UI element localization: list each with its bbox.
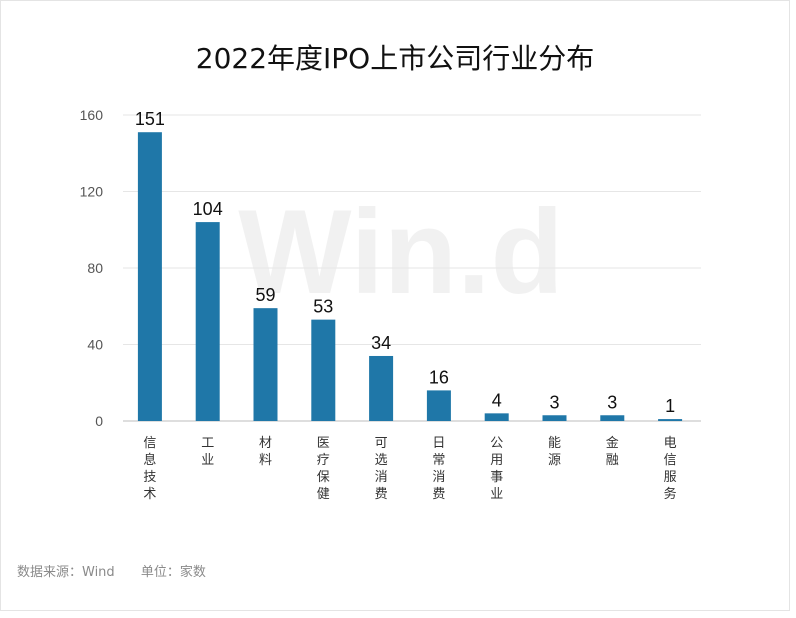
category-label: 信息技术 bbox=[143, 436, 156, 502]
data-label: 34 bbox=[371, 333, 391, 353]
source-note: 数据来源：Wind bbox=[17, 565, 115, 580]
data-label: 3 bbox=[607, 392, 617, 412]
unit-note: 单位：家数 bbox=[140, 565, 206, 580]
category-label: 电信服务 bbox=[664, 436, 677, 502]
bar bbox=[600, 415, 625, 421]
bar bbox=[137, 132, 162, 421]
data-label: 16 bbox=[429, 367, 449, 387]
bar bbox=[195, 222, 220, 421]
bars bbox=[137, 132, 683, 421]
category-label: 医疗保健 bbox=[317, 436, 330, 502]
bar bbox=[311, 319, 336, 421]
y-axis: 0 40 80 120 160 bbox=[80, 107, 104, 429]
category-label: 公用事业 bbox=[490, 436, 503, 502]
category-label: 能源 bbox=[548, 436, 561, 468]
category-label: 工业 bbox=[201, 436, 214, 468]
y-tick-label: 160 bbox=[80, 107, 104, 123]
y-tick-label: 80 bbox=[87, 260, 103, 276]
watermark: Win.d bbox=[238, 185, 564, 319]
bar bbox=[658, 419, 683, 421]
data-label: 1 bbox=[665, 396, 675, 416]
bar bbox=[253, 308, 278, 421]
bar bbox=[542, 415, 567, 421]
data-label: 3 bbox=[549, 392, 559, 412]
data-labels: 151 104 59 53 34 16 4 3 3 1 bbox=[135, 109, 675, 416]
data-label: 151 bbox=[135, 109, 165, 129]
data-label: 53 bbox=[313, 297, 333, 317]
category-label: 金融 bbox=[606, 435, 619, 468]
category-label: 日常消费 bbox=[432, 436, 445, 502]
data-label: 4 bbox=[492, 390, 502, 410]
footer: 数据来源：Wind 单位：家数 bbox=[17, 561, 228, 580]
data-label: 59 bbox=[255, 285, 275, 305]
bar bbox=[369, 355, 394, 421]
category-labels: 信息技术 工业 材料 医疗保健 可选消费 日常消费 公用事业 能源 金融 电信服务 bbox=[143, 435, 676, 502]
bar bbox=[426, 390, 451, 421]
chart-title: 2022年度IPO上市公司行业分布 bbox=[195, 42, 595, 75]
data-label: 104 bbox=[193, 199, 223, 219]
category-label: 材料 bbox=[259, 436, 272, 468]
y-tick-label: 120 bbox=[80, 184, 104, 200]
category-label: 可选消费 bbox=[375, 436, 388, 502]
bar bbox=[484, 413, 509, 421]
y-tick-label: 40 bbox=[87, 337, 103, 353]
y-tick-label: 0 bbox=[95, 413, 103, 429]
